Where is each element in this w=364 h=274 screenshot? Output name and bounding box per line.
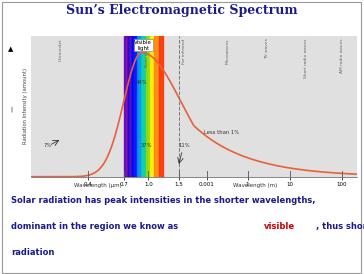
Bar	[146, 36, 150, 177]
Text: 37%: 37%	[141, 143, 153, 148]
Y-axis label: Radiation Intensity (amount): Radiation Intensity (amount)	[23, 68, 28, 144]
Text: AM radio waves: AM radio waves	[340, 38, 344, 73]
Text: 11%: 11%	[178, 143, 190, 148]
Bar	[141, 36, 146, 177]
Text: Wavelength (m): Wavelength (m)	[233, 183, 277, 188]
Bar	[154, 36, 159, 177]
Text: Less than 1%: Less than 1%	[204, 130, 239, 135]
Bar	[128, 36, 132, 177]
Text: Near infrared: Near infrared	[145, 38, 149, 67]
Bar	[159, 36, 163, 177]
Text: ▲: ▲	[8, 46, 13, 52]
Text: dominant in the region we know as: dominant in the region we know as	[11, 222, 181, 231]
Bar	[132, 36, 137, 177]
Text: |: |	[10, 107, 12, 112]
Bar	[137, 36, 141, 177]
Text: Visible
light: Visible light	[134, 40, 152, 51]
Text: TV waves: TV waves	[265, 38, 269, 59]
Text: visible: visible	[264, 222, 295, 231]
Text: 7%: 7%	[43, 143, 51, 148]
Text: Wavelength (μm): Wavelength (μm)	[74, 183, 122, 188]
Text: radiation: radiation	[11, 248, 54, 257]
Text: Short radio waves: Short radio waves	[304, 38, 308, 78]
Bar	[150, 36, 154, 177]
Text: , thus shortwave: , thus shortwave	[316, 222, 364, 231]
Text: Far infrared: Far infrared	[182, 38, 186, 64]
Text: Sun’s Electromagnetic Spectrum: Sun’s Electromagnetic Spectrum	[66, 4, 298, 17]
Text: Ultraviolet: Ultraviolet	[58, 38, 62, 61]
Text: 44%: 44%	[136, 80, 147, 85]
Text: Microwaves: Microwaves	[226, 38, 230, 64]
Text: Solar radiation has peak intensities in the shorter wavelengths,: Solar radiation has peak intensities in …	[11, 196, 316, 205]
Bar	[124, 36, 128, 177]
